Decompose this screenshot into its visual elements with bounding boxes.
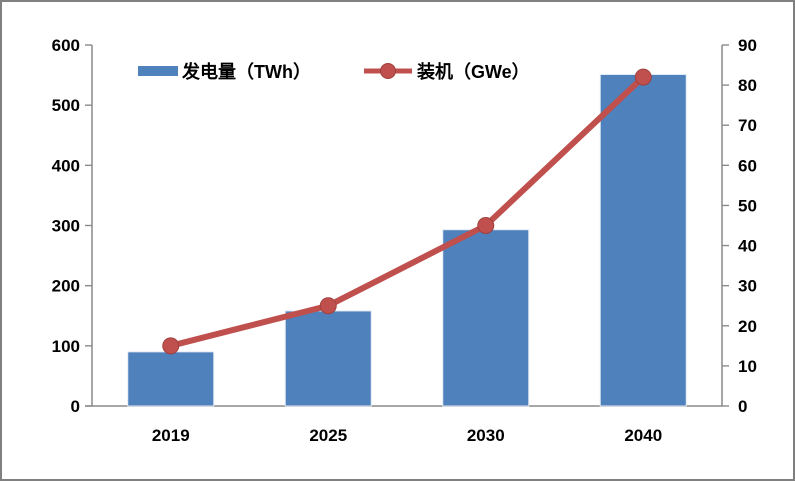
- bar-2025: [284, 310, 372, 407]
- legend-label-capacity: 装机（GWe）: [416, 62, 530, 82]
- bar-2019: [127, 351, 215, 407]
- line-marker-2040: [634, 68, 652, 86]
- left-axis-tick-label: 200: [52, 277, 80, 296]
- left-axis-tick-label: 0: [71, 397, 80, 416]
- x-axis-label-2040: 2040: [624, 426, 662, 445]
- line-marker-2025: [319, 297, 337, 315]
- legend: 发电量（TWh） 装机（GWe）: [138, 58, 530, 84]
- line-marker-2030: [477, 217, 495, 234]
- left-axis-tick-label: 400: [52, 156, 80, 175]
- x-axis-label-2030: 2030: [467, 426, 505, 445]
- legend-label-generation: 发电量（TWh）: [182, 62, 311, 82]
- line-marker-2019: [162, 337, 180, 355]
- right-axis-tick-label: 50: [738, 196, 757, 215]
- right-axis-tick-label: 70: [738, 116, 757, 135]
- right-axis-tick-label: 20: [738, 317, 757, 336]
- bar-2040: [599, 73, 687, 407]
- left-axis-tick-label: 600: [52, 36, 80, 55]
- x-axis-label-2025: 2025: [309, 426, 347, 445]
- right-axis-tick-label: 90: [738, 36, 757, 55]
- right-axis-tick-label: 30: [738, 277, 757, 296]
- legend-item-generation: 发电量（TWh）: [138, 58, 311, 84]
- right-axis-tick-label: 0: [738, 397, 747, 416]
- left-axis-tick-label: 100: [52, 337, 80, 356]
- x-axis-label-2019: 2019: [152, 426, 190, 445]
- right-axis-tick-label: 10: [738, 357, 757, 376]
- line-series-swatch-icon: [363, 63, 412, 79]
- bar-series-swatch-icon: [138, 66, 178, 76]
- left-axis-tick-label: 300: [52, 217, 80, 236]
- right-axis-tick-label: 40: [738, 237, 757, 256]
- capacity-line-series: [167, 74, 647, 349]
- bar-2030: [442, 229, 530, 407]
- left-axis-tick-label: 500: [52, 96, 80, 115]
- legend-item-capacity: 装机（GWe）: [363, 58, 530, 84]
- right-axis-tick-label: 80: [738, 76, 757, 95]
- right-axis-tick-label: 60: [738, 156, 757, 175]
